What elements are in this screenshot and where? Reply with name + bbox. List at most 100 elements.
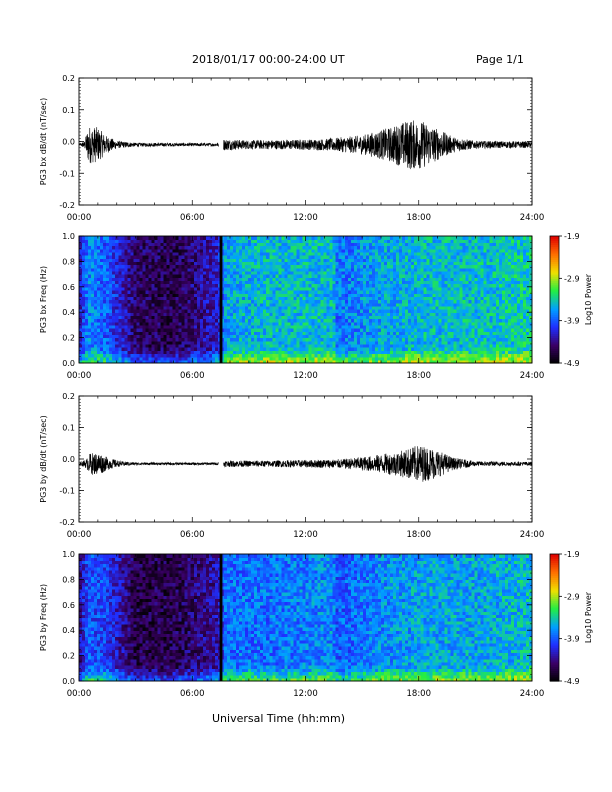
- spectrogram-cell: [136, 356, 140, 361]
- spectrogram-cell: [245, 309, 249, 313]
- spectrogram-cell: [323, 347, 328, 351]
- spectrogram-cell: [205, 255, 210, 259]
- spectrogram-cell: [175, 299, 180, 304]
- spectrogram-cell: [151, 347, 156, 351]
- spectrogram-cell: [329, 274, 334, 278]
- spectrogram-cell: [91, 315, 95, 320]
- spectrogram-cell: [142, 347, 147, 351]
- spectrogram-cell: [91, 299, 95, 304]
- spectrogram-cell: [106, 334, 110, 339]
- spectrogram-cell: [205, 315, 210, 320]
- spectrogram-cell: [384, 305, 388, 310]
- spectrogram-cell: [85, 255, 89, 259]
- spectrogram-cell: [239, 296, 243, 301]
- spectrogram-cell: [106, 258, 110, 262]
- spectrogram-cell: [230, 289, 234, 294]
- spectrogram-cell: [248, 302, 252, 307]
- spectrogram-cell: [381, 293, 385, 297]
- spectrogram-cell: [124, 267, 128, 272]
- spectrogram-cell: [142, 239, 147, 243]
- spectrogram-cell: [163, 248, 168, 253]
- spectrogram-cell: [320, 356, 325, 361]
- spectrogram-cell: [278, 356, 282, 361]
- spectrogram-cell: [359, 289, 364, 294]
- spectrogram-cell: [317, 293, 322, 297]
- spectrogram-cell: [160, 286, 165, 291]
- spectrogram-cell: [121, 267, 125, 272]
- spectrogram-cell: [112, 274, 116, 278]
- spectrogram-cell: [260, 270, 264, 275]
- spectrogram-cell: [290, 251, 295, 256]
- spectrogram-cell: [308, 280, 313, 285]
- spectrogram-cell: [118, 274, 122, 278]
- spectrogram-cell: [226, 331, 231, 336]
- spectrogram-cell: [157, 274, 162, 278]
- spectrogram-cell: [142, 359, 147, 364]
- spectrogram-cell: [148, 255, 153, 259]
- spectrogram-cell: [79, 255, 83, 259]
- spectrogram-cell: [296, 312, 301, 316]
- spectrogram-cell: [368, 334, 373, 339]
- spectrogram-cell: [335, 328, 340, 332]
- spectrogram-cell: [88, 267, 92, 272]
- spectrogram-cell: [163, 270, 168, 275]
- spectrogram-cell: [175, 305, 180, 310]
- spectrogram-cell: [97, 270, 101, 275]
- spectrogram-cell: [396, 312, 400, 316]
- spectrogram-cell: [79, 318, 83, 323]
- spectrogram-cell: [387, 255, 391, 259]
- spectrogram-cell: [112, 302, 116, 307]
- spectrogram-cell: [220, 331, 225, 336]
- spectrogram-cell: [326, 347, 331, 351]
- spectrogram-cell: [178, 242, 183, 247]
- spectrogram-cell: [353, 236, 358, 240]
- spectrogram-cell: [196, 321, 201, 326]
- spectrogram-cell: [365, 293, 370, 297]
- spectrogram-cell: [323, 350, 328, 355]
- spectrogram-cell: [387, 245, 391, 250]
- spectrogram-cell: [196, 267, 201, 272]
- spectrogram-cell: [91, 236, 95, 240]
- spectrogram-cell: [269, 318, 273, 323]
- spectrogram-cell: [239, 293, 243, 297]
- spectrogram-cell: [347, 302, 352, 307]
- spectrogram-cell: [115, 343, 119, 348]
- spectrogram-cell: [136, 353, 140, 358]
- spectrogram-cell: [112, 270, 116, 275]
- spectrogram-cell: [109, 289, 113, 294]
- spectrogram-cell: [202, 334, 207, 339]
- spectrogram-cell: [106, 245, 110, 250]
- spectrogram-cell: [181, 277, 186, 282]
- spectrogram-cell: [184, 334, 189, 339]
- spectrogram-cell: [226, 248, 231, 253]
- spectrogram-cell: [214, 337, 219, 342]
- spectrogram-cell: [365, 296, 370, 301]
- spectrogram-cell: [368, 347, 373, 351]
- spectrogram-cell: [284, 312, 288, 316]
- spectrogram-cell: [350, 340, 355, 345]
- spectrogram-cell: [365, 359, 370, 364]
- spectrogram-cell: [139, 315, 144, 320]
- spectrogram-cell: [344, 331, 349, 336]
- spectrogram-cell: [302, 280, 307, 285]
- spectrogram-cell: [184, 315, 189, 320]
- spectrogram-cell: [356, 299, 361, 304]
- spectrogram-cell: [157, 267, 162, 272]
- spectrogram-cell: [127, 283, 131, 288]
- spectrogram-cell: [154, 242, 159, 247]
- spectrogram-cell: [314, 255, 319, 259]
- spectrogram-cell: [302, 305, 307, 310]
- spectrogram-cell: [133, 305, 137, 310]
- spectrogram-cell: [266, 289, 270, 294]
- spectrogram-cell: [384, 261, 388, 266]
- spectrogram-cell: [308, 315, 313, 320]
- spectrogram-cell: [115, 340, 119, 345]
- spectrogram-cell: [106, 359, 110, 364]
- spectrogram-cell: [163, 343, 168, 348]
- spectrogram-cell: [88, 280, 92, 285]
- spectrogram-cell: [172, 324, 177, 329]
- spectrogram-cell: [100, 251, 104, 256]
- spectrogram-cell: [353, 274, 358, 278]
- spectrogram-cell: [329, 315, 334, 320]
- spectrogram-cell: [205, 286, 210, 291]
